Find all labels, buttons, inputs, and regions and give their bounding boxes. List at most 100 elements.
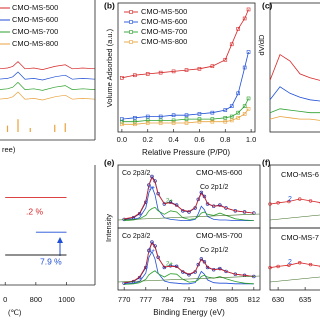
legend-label: CMO-MS-700 <box>12 27 58 36</box>
subplot-title: CMO-MS-600 <box>196 168 242 177</box>
y-axis-label: Intensity <box>104 214 113 242</box>
series-line <box>124 242 254 284</box>
legend-marker <box>129 30 133 34</box>
series-line <box>0 61 96 70</box>
series-line <box>124 270 254 285</box>
legend-label: CMO-MS-500 <box>141 7 187 16</box>
x-axis-label: Binding Energy (eV) <box>153 308 225 317</box>
data-point <box>162 265 167 270</box>
background-line <box>269 214 320 221</box>
reference-bar <box>6 125 9 132</box>
data-point <box>210 119 215 124</box>
data-point <box>202 260 207 264</box>
x-tick-label: 630 <box>272 295 285 304</box>
background-line <box>117 213 261 221</box>
series-line <box>121 51 249 120</box>
legend-label: CMO-MS-600 <box>12 15 58 24</box>
reference-bar <box>29 128 31 132</box>
data-point <box>168 264 173 268</box>
series-line <box>269 86 320 102</box>
data-point <box>287 199 291 204</box>
data-point <box>242 104 247 108</box>
legend-label: CMO-MS-700 <box>141 27 187 36</box>
series-line <box>269 108 320 114</box>
data-point <box>236 91 240 96</box>
data-point <box>224 206 228 210</box>
reference-bar <box>54 124 56 132</box>
data-point <box>276 201 280 205</box>
x-tick-label: 805 <box>226 295 239 304</box>
data-point <box>184 117 189 121</box>
data-point <box>184 68 189 72</box>
axes-frame <box>269 2 320 133</box>
data-point <box>187 273 191 277</box>
x-tick-label: 0.2 <box>143 135 153 144</box>
panel-label: (c) <box>262 0 273 10</box>
data-point <box>210 117 215 121</box>
legend-label: CMO-MS-800 <box>12 39 58 48</box>
x-tick-label: 770 <box>118 295 131 304</box>
data-point <box>229 114 234 119</box>
data-point <box>145 121 150 125</box>
x-tick-label: 0.8 <box>220 135 230 144</box>
series-line <box>124 185 254 221</box>
annotation: 3+ <box>148 186 155 192</box>
data-point <box>298 197 302 201</box>
annotation: .2 % <box>26 206 43 216</box>
series-line <box>121 108 249 125</box>
x-tick-label: 798 <box>204 295 217 304</box>
series-line <box>121 9 249 79</box>
y-axis-label: dV/dD <box>257 34 266 55</box>
series-line <box>0 81 96 91</box>
legend-label: CMO-MS-600 <box>141 17 187 26</box>
x-axis-label: Relative Pressure (P/P0) <box>142 148 230 157</box>
data-point <box>162 202 167 206</box>
data-point <box>120 117 124 121</box>
x-tick-label: 0 <box>3 295 7 304</box>
data-point <box>120 76 124 80</box>
data-point <box>158 118 163 123</box>
data-point <box>168 200 173 204</box>
data-point <box>133 116 137 120</box>
data-point <box>308 199 313 203</box>
x-axis-label: ree) <box>2 145 16 154</box>
annotation: Co 2p3/2 <box>122 170 151 177</box>
data-point <box>210 64 215 69</box>
data-point <box>223 57 228 62</box>
subplot-title: CMO-MS-7 <box>281 233 319 242</box>
y-axis-label: Volume Adsorbed (a.u.) <box>105 28 114 107</box>
data-point <box>276 264 280 269</box>
data-point <box>268 265 272 270</box>
x-tick-label: 812 <box>248 295 261 304</box>
series-line <box>269 116 320 121</box>
data-point <box>145 114 150 119</box>
x-tick-label: 0.0 <box>117 135 127 144</box>
background-line <box>117 275 261 283</box>
data-point <box>184 121 189 125</box>
reference-bar <box>17 119 19 132</box>
arrow-head <box>57 237 63 243</box>
data-point <box>236 26 240 31</box>
data-point <box>197 66 202 71</box>
data-point <box>197 119 202 124</box>
annotation: 2+ <box>166 262 173 268</box>
series-line <box>269 262 320 269</box>
data-point <box>223 119 228 124</box>
data-point <box>158 114 163 119</box>
data-point <box>242 16 247 21</box>
data-point <box>184 113 189 118</box>
x-tick-label: 800 <box>30 295 43 304</box>
data-point <box>242 65 247 70</box>
data-point <box>229 104 234 108</box>
panel-label: (f) <box>262 157 271 167</box>
x-tick-label: 635 <box>299 295 312 304</box>
data-point <box>187 210 191 214</box>
subplot-title: CMO-MS-700 <box>196 231 242 240</box>
panel-label: (e) <box>104 157 115 167</box>
data-point <box>171 113 176 118</box>
data-point <box>199 257 204 261</box>
annotation: 2+ <box>166 199 173 205</box>
axes-frame <box>269 227 320 291</box>
x-tick-label: 777 <box>140 295 153 304</box>
data-point <box>210 110 215 115</box>
